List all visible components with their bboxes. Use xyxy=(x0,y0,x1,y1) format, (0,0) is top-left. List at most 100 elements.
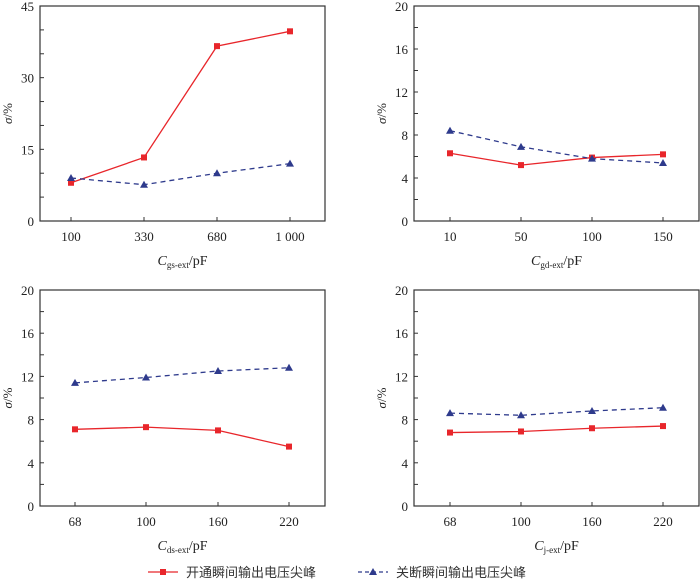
x-tick-label: 68 xyxy=(69,514,82,529)
data-point xyxy=(588,406,596,414)
data-point xyxy=(660,423,666,430)
data-point xyxy=(143,424,149,431)
data-point xyxy=(215,427,221,434)
x-axis-title: Cgd-ext/pF xyxy=(531,254,582,270)
series-line xyxy=(449,130,664,164)
chart-panel-top-left: 0 15 30 45 100 330 680 1 000 Cgs-ext/pF σ/% xyxy=(0,0,326,270)
y-tick-label: 20 xyxy=(395,283,408,298)
data-point xyxy=(517,411,525,419)
x-tick-label: 1 000 xyxy=(275,229,304,244)
data-point xyxy=(141,154,147,161)
x-axis-title: Cds-ext/pF xyxy=(157,539,207,555)
data-point xyxy=(446,409,454,417)
x-tick-label: 220 xyxy=(653,514,673,529)
data-point xyxy=(214,43,220,50)
data-point xyxy=(72,426,78,433)
y-tick-label: 16 xyxy=(395,326,409,341)
series-turn-off xyxy=(71,363,293,386)
data-point xyxy=(142,373,150,381)
data-point xyxy=(285,363,293,371)
y-tick-label: 4 xyxy=(402,456,409,471)
data-point xyxy=(447,150,453,157)
x-tick-label: 160 xyxy=(582,514,602,529)
data-point xyxy=(71,378,79,386)
legend-marker xyxy=(369,568,377,575)
y-tick-label: 16 xyxy=(21,326,35,341)
y-tick-label: 0 xyxy=(28,499,35,514)
data-point xyxy=(517,142,525,150)
x-tick-label: 50 xyxy=(515,229,528,244)
series-turn-off xyxy=(67,159,294,188)
y-tick-label: 4 xyxy=(28,456,35,471)
data-point xyxy=(286,443,292,450)
y-tick-label: 0 xyxy=(28,214,35,229)
y-axis-title: σ/% xyxy=(0,387,15,408)
series-line xyxy=(70,30,291,184)
legend-item: 关断瞬间输出电压尖峰 xyxy=(358,565,526,581)
y-tick-label: 16 xyxy=(395,42,409,57)
y-tick-label: 12 xyxy=(21,369,34,384)
data-point xyxy=(659,403,667,411)
legend-label: 关断瞬间输出电压尖峰 xyxy=(396,565,526,581)
y-axis-title: σ/% xyxy=(374,387,389,408)
series-line xyxy=(74,367,290,384)
data-point xyxy=(68,179,74,186)
x-tick-label: 680 xyxy=(207,229,227,244)
y-tick-label: 8 xyxy=(402,128,409,143)
series-line xyxy=(70,163,291,186)
data-point xyxy=(518,428,524,435)
data-point xyxy=(286,159,294,167)
y-tick-label: 4 xyxy=(402,171,409,186)
y-tick-label: 0 xyxy=(402,214,409,229)
series-line xyxy=(449,407,664,416)
y-axis-title: σ/% xyxy=(374,103,389,124)
data-point xyxy=(214,367,222,374)
data-point xyxy=(447,429,453,436)
legend: 开通瞬间输出电压尖峰 关断瞬间输出电压尖峰 xyxy=(148,565,526,581)
series-line xyxy=(449,425,664,434)
x-tick-label: 100 xyxy=(136,514,156,529)
chart-panel-top-right: 0 4 8 12 16 20 10 50 100 150 Cgd-ext/pF σ/% xyxy=(374,0,700,270)
x-tick-label: 68 xyxy=(444,514,457,529)
legend-item: 开通瞬间输出电压尖峰 xyxy=(148,565,316,581)
data-point xyxy=(287,28,293,35)
x-tick-label: 100 xyxy=(511,514,531,529)
legend-marker xyxy=(160,569,166,575)
x-tick-label: 10 xyxy=(444,229,457,244)
y-tick-label: 20 xyxy=(21,283,34,298)
data-point xyxy=(213,169,221,177)
series-turn-off xyxy=(446,126,667,166)
data-point xyxy=(446,126,454,134)
series-line xyxy=(74,426,290,448)
plot-frame xyxy=(39,5,326,222)
data-point xyxy=(67,174,75,181)
x-tick-label: 100 xyxy=(582,229,602,244)
x-axis-title: Cgs-ext/pF xyxy=(157,254,207,270)
series-turn-on xyxy=(68,28,293,186)
chart-panel-bottom-right: 0 4 8 12 16 20 68 100 160 220 Cj-ext/pF σ/% xyxy=(374,283,700,555)
series-turn-on xyxy=(72,424,292,450)
x-tick-label: 150 xyxy=(653,229,673,244)
data-point xyxy=(659,158,667,166)
data-point xyxy=(140,180,148,188)
data-point xyxy=(518,162,524,169)
y-tick-label: 20 xyxy=(395,0,408,14)
plot-frame xyxy=(413,289,700,507)
data-point xyxy=(588,154,596,162)
y-tick-label: 45 xyxy=(21,0,34,14)
x-tick-label: 330 xyxy=(134,229,154,244)
y-tick-label: 8 xyxy=(28,413,35,428)
y-tick-label: 12 xyxy=(395,85,408,100)
x-tick-label: 160 xyxy=(208,514,228,529)
legend-label: 开通瞬间输出电压尖峰 xyxy=(186,565,316,581)
y-tick-label: 15 xyxy=(21,142,34,157)
y-tick-label: 0 xyxy=(402,499,409,514)
y-axis-title: σ/% xyxy=(0,103,15,124)
y-tick-label: 30 xyxy=(21,71,34,86)
data-point xyxy=(589,425,595,432)
series-line xyxy=(449,152,664,166)
data-point xyxy=(660,151,666,158)
x-tick-label: 100 xyxy=(61,229,81,244)
